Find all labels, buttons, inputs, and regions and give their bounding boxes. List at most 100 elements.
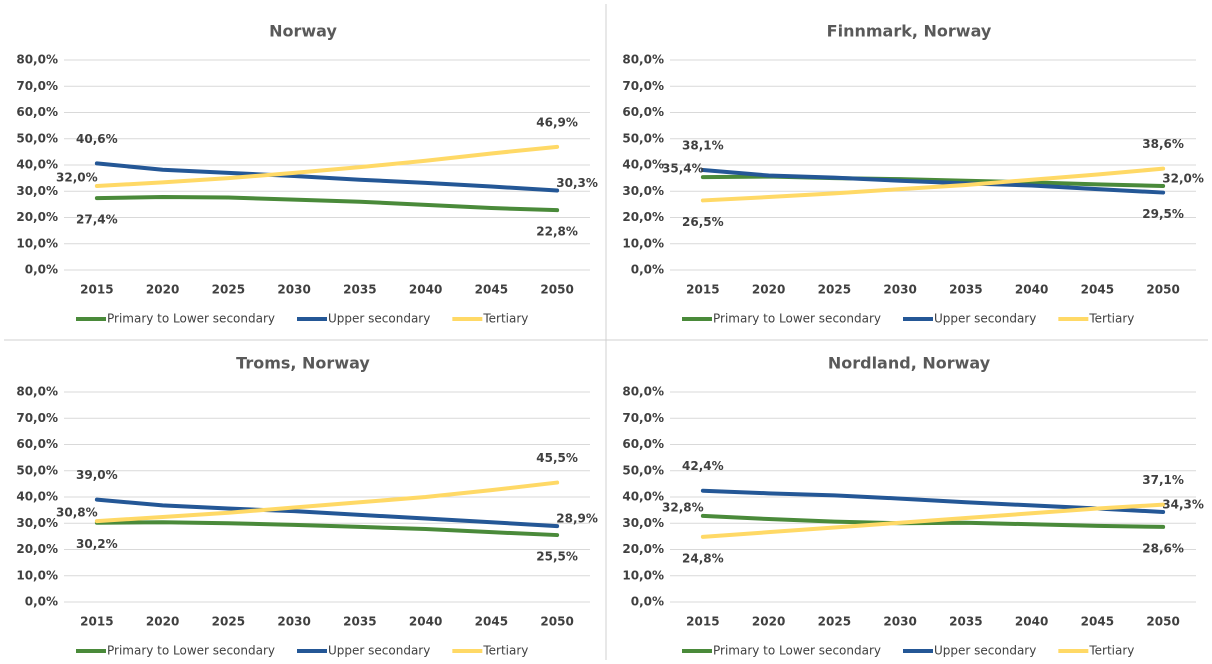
- chart-title: Troms, Norway: [236, 354, 370, 373]
- y-tick-label: 40,0%: [16, 490, 58, 504]
- y-tick-label: 50,0%: [16, 463, 58, 477]
- data-label: 30,8%: [56, 506, 98, 520]
- data-label: 42,4%: [682, 459, 724, 473]
- y-tick-label: 70,0%: [622, 411, 664, 425]
- legend-label: Tertiary: [482, 312, 528, 326]
- series-line: [94, 195, 560, 213]
- data-label: 27,4%: [76, 213, 118, 227]
- x-tick-label: 2015: [80, 283, 113, 297]
- data-label: 25,5%: [536, 550, 578, 564]
- data-label: 28,9%: [556, 512, 598, 526]
- x-tick-label: 2025: [212, 615, 245, 629]
- x-tick-label: 2025: [818, 283, 851, 297]
- data-label: 38,1%: [682, 138, 724, 152]
- legend-label: Primary to Lower secondary: [107, 644, 275, 658]
- series-line: [94, 144, 560, 188]
- x-tick-label: 2035: [949, 283, 982, 297]
- data-label: 40,6%: [76, 132, 118, 146]
- legend-label: Primary to Lower secondary: [713, 312, 881, 326]
- x-tick-label: 2035: [343, 283, 376, 297]
- data-label: 30,2%: [76, 537, 118, 551]
- x-tick-label: 2040: [409, 283, 442, 297]
- series-line: [700, 502, 1166, 539]
- y-tick-label: 40,0%: [622, 158, 664, 172]
- y-tick-label: 70,0%: [16, 79, 58, 93]
- data-label: 34,3%: [1162, 497, 1204, 511]
- x-tick-label: 2020: [752, 615, 785, 629]
- legend-label: Upper secondary: [934, 644, 1036, 658]
- x-tick-label: 2030: [277, 283, 310, 297]
- series-line: [700, 167, 1166, 195]
- x-tick-label: 2045: [475, 615, 508, 629]
- y-tick-label: 70,0%: [622, 79, 664, 93]
- x-tick-label: 2030: [277, 615, 310, 629]
- y-tick-label: 80,0%: [622, 53, 664, 67]
- y-tick-label: 20,0%: [16, 542, 58, 556]
- legend-label: Primary to Lower secondary: [107, 312, 275, 326]
- y-tick-label: 60,0%: [622, 105, 664, 119]
- chart-title: Finnmark, Norway: [827, 22, 992, 41]
- x-tick-label: 2020: [146, 283, 179, 297]
- legend-label: Upper secondary: [328, 644, 430, 658]
- data-label: 45,5%: [536, 451, 578, 465]
- y-tick-label: 10,0%: [622, 568, 664, 582]
- legend-label: Tertiary: [1088, 644, 1134, 658]
- x-tick-label: 2015: [80, 615, 113, 629]
- data-label: 26,5%: [682, 215, 724, 229]
- data-label: 38,6%: [1142, 137, 1184, 151]
- series-line: [700, 166, 1166, 203]
- x-tick-label: 2040: [1015, 283, 1048, 297]
- y-tick-label: 0,0%: [631, 263, 664, 277]
- y-tick-label: 80,0%: [16, 385, 58, 399]
- x-tick-label: 2050: [540, 615, 573, 629]
- y-tick-label: 10,0%: [16, 236, 58, 250]
- data-label: 39,0%: [76, 468, 118, 482]
- y-tick-label: 20,0%: [16, 210, 58, 224]
- x-tick-label: 2045: [475, 283, 508, 297]
- x-tick-label: 2030: [883, 615, 916, 629]
- series-line: [94, 161, 560, 193]
- x-tick-label: 2045: [1081, 283, 1114, 297]
- series-line: [94, 480, 560, 524]
- data-label: 46,9%: [536, 115, 578, 129]
- x-tick-label: 2035: [343, 615, 376, 629]
- y-tick-label: 40,0%: [16, 158, 58, 172]
- x-tick-label: 2015: [686, 283, 719, 297]
- data-label: 28,6%: [1142, 541, 1184, 555]
- y-tick-label: 80,0%: [622, 385, 664, 399]
- chart-panel: Nordland, Norway 0,0% 10,0% 20,0% 30,0% 40,0%…: [622, 354, 1204, 658]
- y-tick-label: 50,0%: [622, 463, 664, 477]
- data-label: 24,8%: [682, 551, 724, 565]
- y-tick-label: 30,0%: [16, 516, 58, 530]
- chart-panel: Norway 0,0% 10,0% 20,0% 30,0% 40,0% 50,0% 60,0%…: [16, 22, 598, 326]
- x-tick-label: 2025: [212, 283, 245, 297]
- legend-label: Upper secondary: [328, 312, 430, 326]
- y-tick-label: 30,0%: [622, 516, 664, 530]
- y-tick-label: 60,0%: [622, 437, 664, 451]
- legend-label: Tertiary: [1088, 312, 1134, 326]
- y-tick-label: 0,0%: [25, 263, 58, 277]
- series-line: [94, 497, 560, 529]
- data-label: 37,1%: [1142, 473, 1184, 487]
- x-tick-label: 2015: [686, 615, 719, 629]
- x-tick-label: 2050: [1146, 615, 1179, 629]
- legend-label: Upper secondary: [934, 312, 1036, 326]
- y-tick-label: 50,0%: [622, 131, 664, 145]
- x-tick-label: 2050: [540, 283, 573, 297]
- x-tick-label: 2040: [409, 615, 442, 629]
- series-line: [700, 513, 1166, 529]
- data-label: 30,3%: [556, 176, 598, 190]
- x-tick-label: 2035: [949, 615, 982, 629]
- legend-label: Tertiary: [482, 644, 528, 658]
- data-label: 32,8%: [662, 500, 704, 514]
- y-tick-label: 0,0%: [631, 595, 664, 609]
- y-tick-label: 30,0%: [16, 184, 58, 198]
- y-tick-label: 40,0%: [622, 490, 664, 504]
- data-label: 32,0%: [1162, 172, 1204, 186]
- y-tick-label: 50,0%: [16, 131, 58, 145]
- x-tick-label: 2045: [1081, 615, 1114, 629]
- chart-panel: Troms, Norway 0,0% 10,0% 20,0% 30,0% 40,0% 50,…: [16, 354, 598, 658]
- y-tick-label: 10,0%: [16, 568, 58, 582]
- chart-panel: Finnmark, Norway 0,0% 10,0% 20,0% 30,0% 40,0%…: [622, 22, 1204, 326]
- y-tick-label: 30,0%: [622, 184, 664, 198]
